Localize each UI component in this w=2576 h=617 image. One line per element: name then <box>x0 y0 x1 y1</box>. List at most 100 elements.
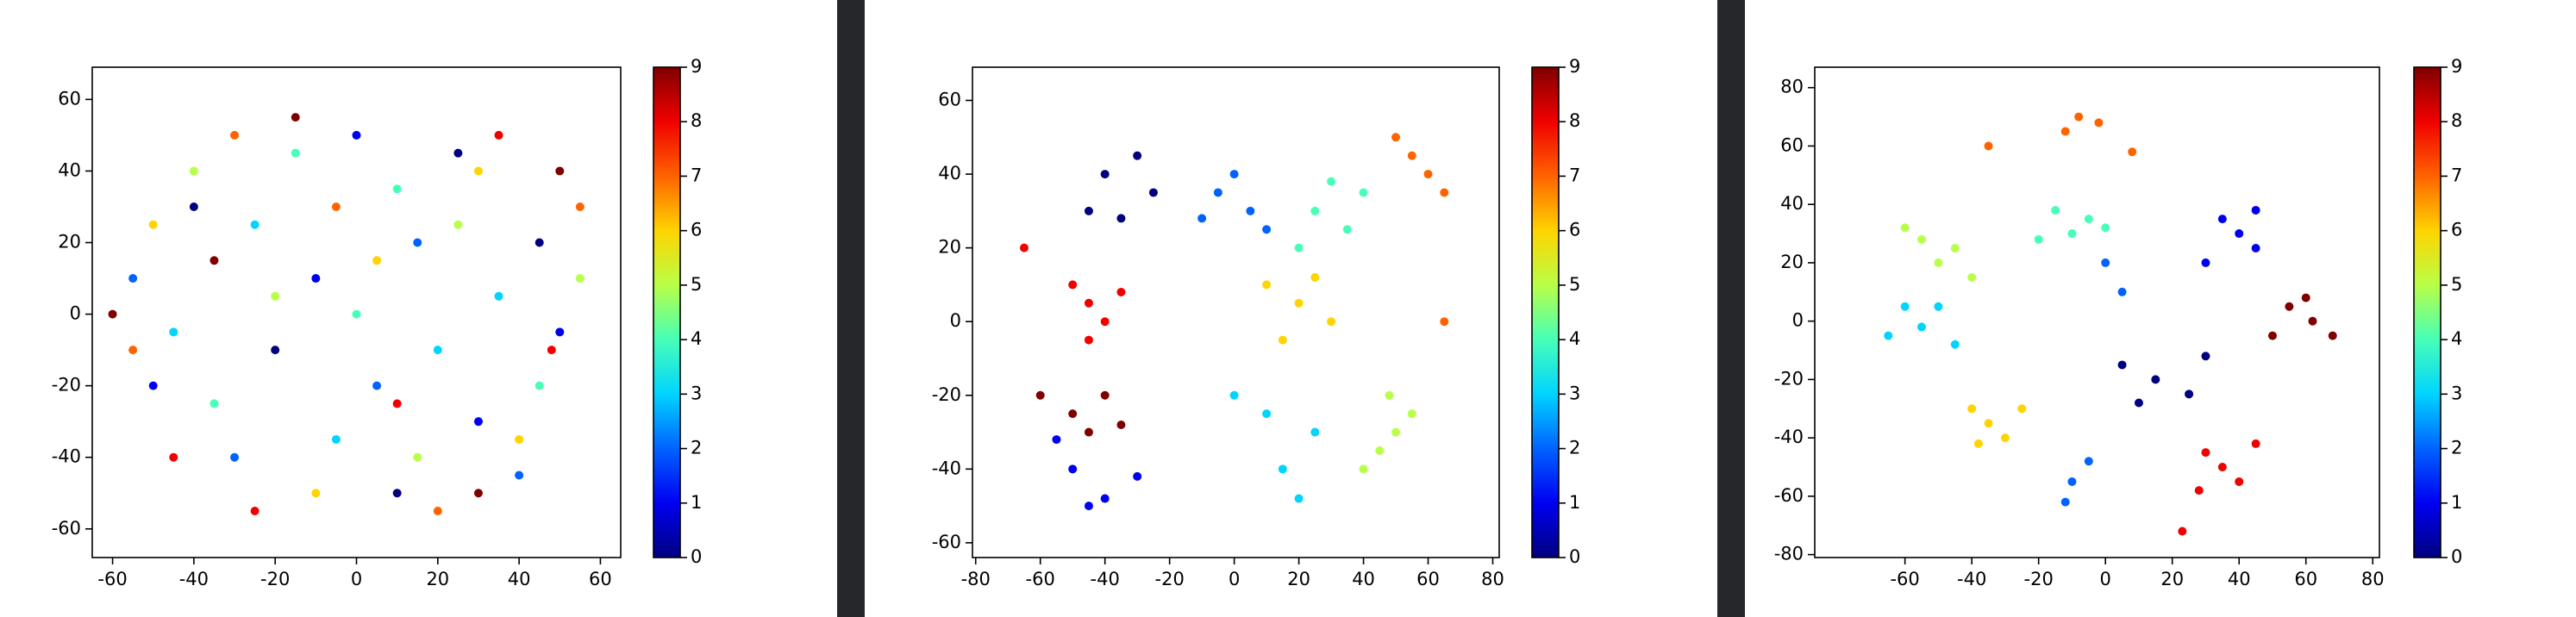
y-tick-label: -60 <box>52 518 81 539</box>
point <box>433 507 442 516</box>
point <box>1391 427 1401 437</box>
point <box>433 346 442 355</box>
point <box>1967 404 1977 414</box>
y-tick-label: -40 <box>52 446 81 467</box>
point <box>291 148 300 158</box>
point <box>1407 151 1416 160</box>
point <box>1068 409 1078 419</box>
point <box>2267 331 2277 340</box>
point <box>2194 486 2204 495</box>
point <box>2017 404 2027 414</box>
point <box>2151 375 2160 384</box>
y-tick-label: -20 <box>932 384 961 405</box>
point <box>169 327 178 337</box>
y-tick-label: 40 <box>1780 193 1804 214</box>
point <box>2084 215 2093 224</box>
point <box>2178 527 2187 536</box>
point <box>2201 352 2210 361</box>
point <box>372 256 382 265</box>
point <box>1019 243 1029 252</box>
point <box>230 452 240 462</box>
point <box>291 113 300 122</box>
x-tick-label: 0 <box>351 569 362 589</box>
point <box>352 130 361 140</box>
point <box>1310 272 1320 282</box>
y-tick-label: -80 <box>1774 544 1804 564</box>
point <box>1440 317 1449 327</box>
point <box>1133 471 1142 481</box>
colorbar-tick-label: 6 <box>1569 220 1580 240</box>
point <box>1359 188 1368 197</box>
point <box>1035 390 1045 400</box>
point <box>2067 229 2077 239</box>
point <box>2101 258 2110 267</box>
point <box>1342 225 1352 234</box>
y-tick-label: 0 <box>1792 310 1804 331</box>
plot-area <box>108 113 585 516</box>
y-tick-label: 60 <box>938 90 961 110</box>
colorbar-tick-label: 5 <box>691 274 702 295</box>
point <box>1262 225 1272 234</box>
point <box>1327 317 1336 327</box>
point <box>1133 151 1142 160</box>
point <box>413 452 422 462</box>
colorbar-tick-label: 2 <box>2451 438 2462 458</box>
x-tick-label: 20 <box>426 569 449 589</box>
point <box>392 489 402 498</box>
colorbar-tick-label: 4 <box>2451 328 2462 349</box>
point <box>1310 427 1320 437</box>
point <box>2000 433 2010 443</box>
x-tick-label: 60 <box>1416 569 1440 589</box>
point <box>2217 463 2227 472</box>
point <box>392 399 402 408</box>
point <box>1052 435 1061 445</box>
y-tick-label: 20 <box>58 232 81 252</box>
y-tick-label: -40 <box>1774 427 1804 447</box>
point <box>148 220 158 229</box>
point <box>1197 214 1207 223</box>
point <box>311 489 321 498</box>
x-tick-label: 20 <box>1287 569 1310 589</box>
point <box>2117 360 2127 370</box>
point <box>2185 390 2194 399</box>
point <box>2235 477 2244 486</box>
point <box>1375 446 1385 455</box>
axes-frame <box>972 66 1500 558</box>
colorbar-tick-label: 6 <box>2451 220 2462 240</box>
x-tick-label: -60 <box>1890 569 1919 589</box>
point <box>1229 170 1239 179</box>
point <box>128 274 138 284</box>
plot-area <box>1884 112 2337 536</box>
point <box>2235 229 2244 239</box>
y-tick-label: -40 <box>932 458 961 478</box>
point <box>2128 147 2137 157</box>
point <box>1116 287 1126 296</box>
plot-area <box>1019 133 1449 511</box>
point <box>352 309 361 319</box>
point <box>1950 340 1960 349</box>
axes-frame <box>1814 66 2380 558</box>
point <box>535 238 544 247</box>
point <box>2217 215 2227 224</box>
x-tick-label: 60 <box>589 569 612 589</box>
point <box>473 417 483 427</box>
point <box>1900 302 1910 311</box>
point <box>1917 234 1927 244</box>
x-tick-label: -20 <box>260 569 290 589</box>
colorbar <box>653 66 681 558</box>
point <box>1423 170 1433 179</box>
point <box>2060 127 2070 136</box>
y-tick-label: 20 <box>1780 252 1804 272</box>
point <box>1213 188 1222 197</box>
point <box>1950 243 1960 252</box>
point <box>209 399 219 408</box>
point <box>1385 390 1394 400</box>
point <box>1294 243 1304 252</box>
y-tick-label: 20 <box>938 237 961 258</box>
point <box>2051 205 2060 215</box>
point <box>1391 133 1401 142</box>
point <box>2201 448 2210 458</box>
colorbar-tick-label: 3 <box>691 383 702 403</box>
point <box>1900 223 1910 233</box>
